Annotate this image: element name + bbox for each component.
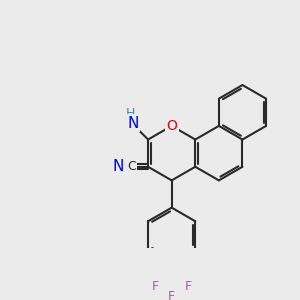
Text: F: F <box>152 280 159 293</box>
Text: N: N <box>113 159 124 174</box>
Text: F: F <box>168 290 175 300</box>
Text: H: H <box>126 107 135 120</box>
Text: C: C <box>127 160 136 173</box>
Text: N: N <box>128 116 139 130</box>
Text: F: F <box>184 280 192 293</box>
Text: O: O <box>166 119 177 133</box>
